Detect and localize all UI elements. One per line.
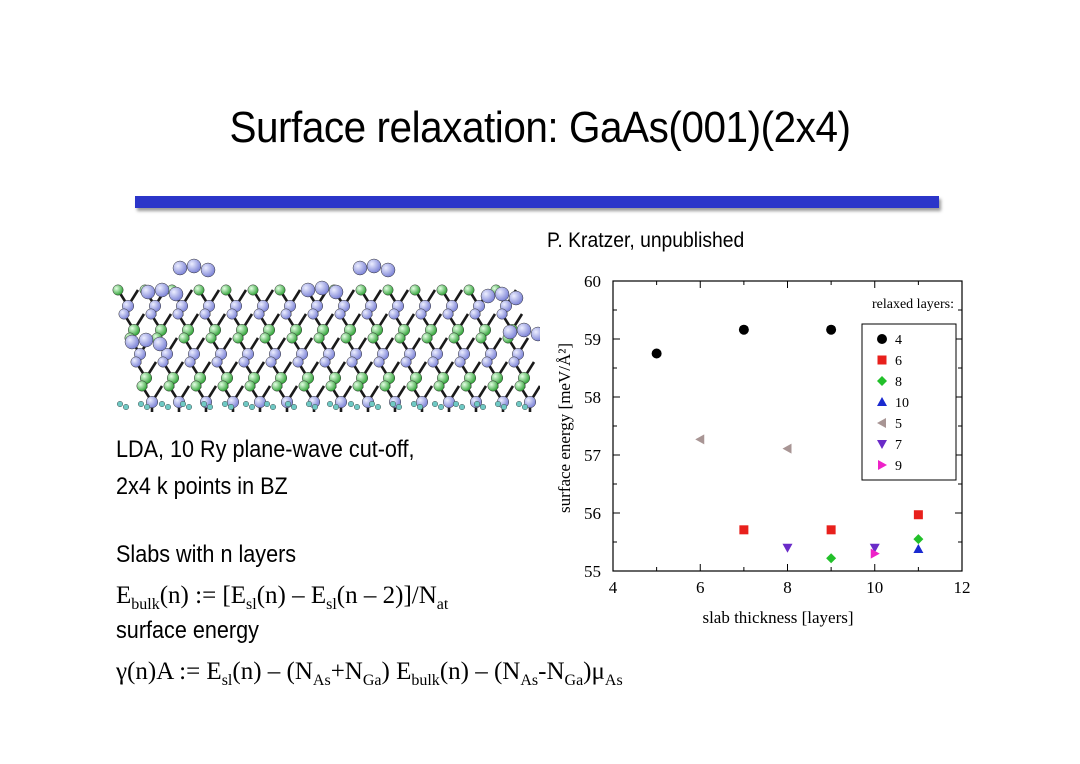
credit-text: P. Kratzer, unpublished (547, 229, 745, 252)
y-tick-label: 56 (584, 504, 601, 523)
legend-marker-7 (877, 440, 887, 449)
legend-marker-4 (877, 334, 887, 344)
data-points (651, 324, 924, 564)
data-point-layers-4 (826, 324, 837, 335)
legend-label-9: 9 (895, 459, 902, 474)
data-point-layers-5 (782, 443, 792, 454)
x-tick-label: 12 (954, 578, 971, 597)
title-divider (135, 196, 939, 208)
y-tick-label: 59 (584, 330, 601, 349)
y-tick-label: 58 (584, 388, 601, 407)
data-point-layers-6 (739, 525, 749, 535)
legend-label-5: 5 (895, 417, 902, 432)
legend-marker-6 (877, 355, 887, 365)
data-point-layers-6 (913, 510, 923, 520)
data-point-layers-7 (869, 543, 880, 553)
x-tick-labels: 4 6 8 10 12 (609, 578, 971, 597)
method-line-2: 2x4 k points in BZ (116, 473, 288, 500)
data-point-layers-10 (913, 543, 924, 553)
slide-title: Surface relaxation: GaAs(001)(2x4) (229, 103, 851, 152)
y-axis-label: surface energy [meV/Å²] (555, 343, 574, 513)
gaas-surface-structure-image (112, 258, 540, 412)
atom-spheres (112, 258, 540, 410)
method-line-1: LDA, 10 Ry plane-wave cut-off, (116, 436, 415, 463)
slabs-line: Slabs with n layers (116, 541, 297, 568)
data-point-layers-9 (870, 548, 880, 559)
data-point-layers-5 (695, 434, 705, 445)
surface-energy-formula: γ(n)A := Esl(n) – (NAs+NGa) Ebulk(n) – (… (116, 658, 623, 689)
legend-label-8: 8 (895, 375, 902, 390)
data-point-layers-4 (651, 348, 662, 359)
legend-label-10: 10 (895, 396, 909, 411)
legend-label-6: 6 (895, 354, 902, 369)
data-point-layers-8 (826, 553, 837, 564)
legend-marker-5 (877, 418, 886, 428)
legend-marker-8 (877, 376, 887, 386)
x-axis-label: slab thickness [layers] (702, 608, 853, 627)
data-point-layers-8 (913, 534, 924, 545)
legend-marker-9 (878, 460, 887, 470)
legend-marker-10 (877, 397, 887, 406)
y-tick-label: 55 (584, 562, 601, 581)
data-point-layers-4 (738, 324, 749, 335)
legend-label-7: 7 (895, 438, 902, 453)
data-point-layers-7 (782, 543, 793, 553)
surface-energy-label: surface energy (116, 617, 259, 644)
bulk-energy-formula: Ebulk(n) := [Esl(n) – Esl(n – 2)]/Nat (116, 582, 449, 613)
x-tick-label: 6 (696, 578, 705, 597)
x-tick-label: 4 (609, 578, 618, 597)
legend-label-4: 4 (895, 333, 902, 348)
data-point-layers-6 (826, 525, 836, 535)
x-tick-label: 10 (866, 578, 883, 597)
y-tick-label: 57 (584, 446, 602, 465)
legend: 4 6 8 10 5 7 9 (877, 333, 909, 474)
y-tick-labels: 55 56 57 58 59 60 (584, 272, 602, 581)
legend-title: relaxed layers: (872, 297, 954, 312)
x-tick-label: 8 (783, 578, 792, 597)
legend-box (861, 323, 957, 481)
y-tick-label: 60 (584, 272, 601, 291)
